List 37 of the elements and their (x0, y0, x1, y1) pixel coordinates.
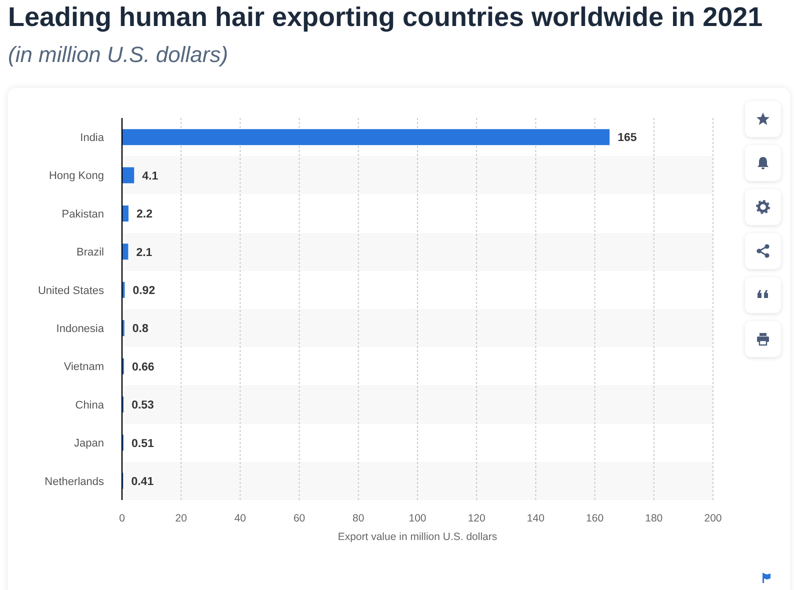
data-label: 0.66 (132, 361, 154, 374)
data-label: 2.1 (136, 246, 153, 259)
y-tick-label: Netherlands (44, 476, 104, 488)
x-tick-label: 140 (526, 512, 545, 524)
data-label: 2.2 (136, 208, 152, 221)
x-tick-label: 20 (175, 512, 188, 524)
data-label: 0.51 (132, 438, 154, 450)
y-tick-label: Brazil (76, 246, 104, 259)
x-tick-label: 200 (704, 512, 722, 524)
y-tick-label: Hong Kong (48, 170, 104, 182)
data-label: 0.53 (132, 400, 154, 412)
data-label: 165 (618, 132, 638, 144)
y-tick-label: China (75, 399, 105, 412)
bar (122, 167, 134, 184)
chart-title: Leading human hair exporting countries worldwide in 2021 (8, 2, 763, 33)
bar (122, 205, 128, 222)
chart-subtitle: (in million U.S. dollars) (8, 42, 228, 68)
x-tick-label: 0 (119, 512, 126, 524)
x-tick-label: 180 (645, 512, 663, 524)
y-tick-label: Pakistan (62, 208, 104, 220)
data-label: 0.8 (132, 323, 149, 336)
y-tick-label: Japan (74, 438, 104, 450)
x-tick-label: 80 (352, 512, 364, 524)
x-tick-label: 60 (293, 512, 306, 524)
x-axis-title: Export value in million U.S. dollars (338, 531, 498, 543)
data-label: 0.41 (131, 476, 154, 488)
x-tick-label: 100 (408, 512, 426, 524)
y-tick-label: Indonesia (56, 323, 105, 336)
bar (122, 129, 610, 146)
y-tick-label: India (80, 132, 105, 144)
x-tick-label: 120 (468, 512, 486, 524)
y-tick-label: United States (38, 284, 104, 297)
data-label: 4.1 (142, 170, 159, 182)
x-tick-label: 160 (586, 512, 604, 524)
y-tick-label: Vietnam (64, 361, 104, 374)
data-label: 0.92 (132, 284, 156, 297)
x-tick-label: 40 (234, 512, 246, 524)
